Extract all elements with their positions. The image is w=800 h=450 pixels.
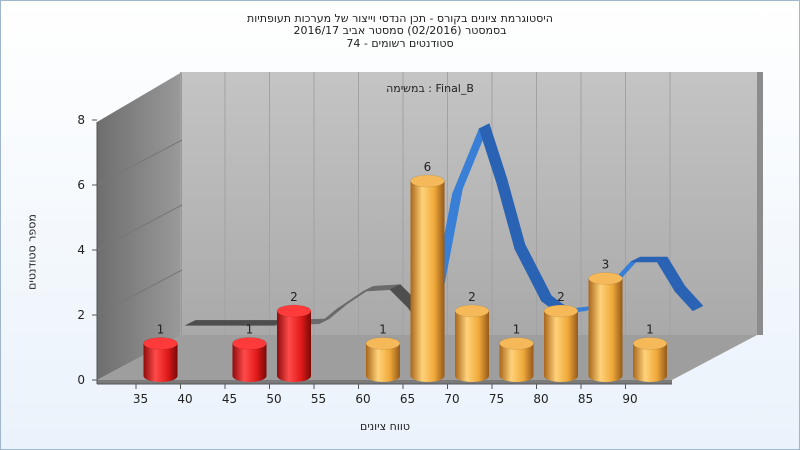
bar-cap [410, 174, 445, 188]
chart-title-line-3: סטודנטים רשומים - 74 [346, 37, 454, 50]
bar: 2 [454, 290, 490, 382]
bar-value-label: 2 [557, 290, 565, 304]
bar-body [588, 278, 623, 382]
back-wall [182, 72, 757, 335]
x-tick-label: 70 [444, 392, 459, 406]
bar: 6 [410, 160, 445, 382]
bar-body [633, 343, 667, 382]
bar-cap [543, 304, 579, 318]
y-axis: 0 2 4 6 8 [77, 113, 98, 387]
bar-body [544, 311, 578, 382]
bars: 1 1 2 1 6 2 1 2 3 1 [143, 160, 668, 382]
x-tick-label: 65 [400, 392, 415, 406]
x-tick-label: 75 [489, 392, 504, 406]
grid-line-y [96, 204, 183, 251]
bar-body [455, 311, 489, 382]
side-wall [97, 72, 182, 380]
bar-cap [232, 337, 267, 350]
bar-body [277, 311, 311, 382]
x-tick-label: 55 [311, 392, 326, 406]
bar: 1 [143, 323, 178, 382]
bar-value-label: 1 [646, 323, 654, 337]
y-tick-label: 4 [77, 243, 85, 257]
bar: 1 [365, 323, 401, 382]
curve-segment [674, 285, 704, 312]
bar-value-label: 2 [468, 290, 476, 304]
chart-annotation: במשימה : Final_B [386, 82, 474, 95]
grid-lines [96, 72, 671, 335]
bar: 1 [632, 323, 668, 382]
bar-body [366, 343, 400, 382]
bar: 1 [232, 323, 267, 382]
chart-title-line-2: בסמסטר (02/2016) סמסטר אביב 2016/17 [293, 24, 507, 37]
bar: 2 [543, 290, 579, 382]
bar: 1 [499, 323, 534, 382]
right-end-wall [757, 72, 763, 335]
y-tick-label: 2 [77, 308, 85, 322]
bar-cap [454, 304, 490, 318]
bar-cap [632, 337, 668, 350]
x-tick-label: 80 [533, 392, 548, 406]
grid-line-y [96, 139, 183, 186]
bar-value-label: 6 [424, 160, 432, 174]
bar-cap [365, 337, 401, 350]
bar-cap [499, 337, 534, 350]
y-tick-label: 8 [77, 113, 85, 127]
grid-line-y [96, 269, 183, 316]
x-tick-label: 60 [355, 392, 370, 406]
bar: 2 [276, 290, 312, 382]
bar-body [499, 343, 534, 382]
y-tick-label: 6 [77, 178, 85, 192]
bar-value-label: 1 [246, 323, 254, 337]
bar-cap [276, 304, 312, 318]
bar-body [143, 343, 178, 382]
bar-cap [588, 272, 623, 285]
chart-title-line-1: היסטוגרמת ציונים בקורס - תכן הנדסי וייצו… [247, 12, 553, 25]
x-axis: 35 40 45 50 55 60 65 70 75 80 85 90 [97, 383, 672, 406]
y-axis-label: מספר סטודנטים [25, 214, 39, 290]
bar-value-label: 2 [290, 290, 298, 304]
bar-value-label: 1 [513, 323, 521, 337]
y-tick-label: 0 [77, 373, 85, 387]
bar-value-label: 1 [157, 323, 165, 337]
x-tick-label: 85 [578, 392, 593, 406]
bar: 3 [588, 258, 623, 382]
bar-cap [143, 337, 178, 350]
bar-value-label: 1 [379, 323, 387, 337]
bar-body [410, 181, 445, 382]
x-tick-label: 50 [266, 392, 281, 406]
x-tick-label: 40 [177, 392, 192, 406]
bar-value-label: 3 [602, 258, 610, 272]
x-tick-label: 35 [133, 392, 148, 406]
x-tick-label: 90 [622, 392, 637, 406]
x-axis-label: טווח ציונים [360, 420, 410, 433]
bar-body [232, 343, 267, 382]
x-tick-label: 45 [222, 392, 237, 406]
